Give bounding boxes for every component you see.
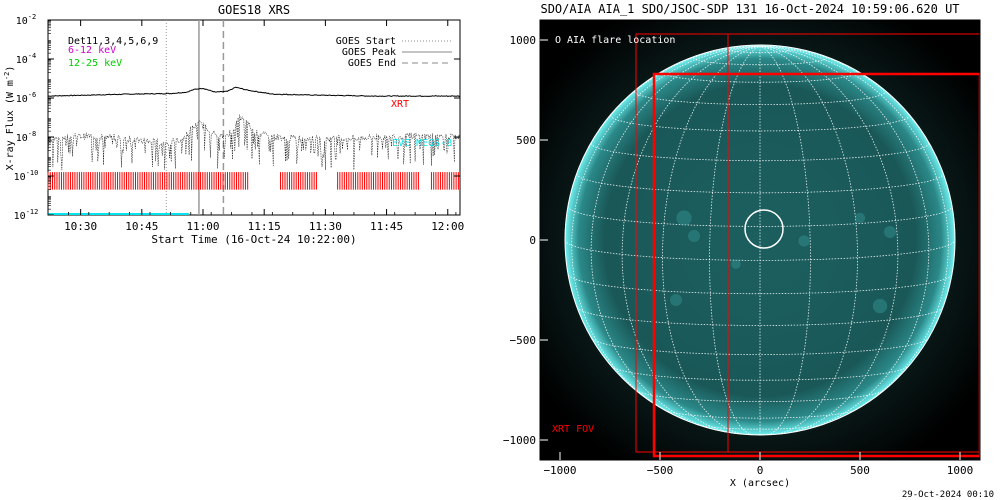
latitude-line [664,409,856,419]
aia-image-title: SDO/AIA AIA_1 SDO/JSOC-SDP 131 16-Oct-20… [540,2,959,16]
series-label-eve-megs-b: EVE MEGS-B [392,138,452,149]
active-region [676,210,692,226]
channel-label-6-12kev: 6-12 keV [68,45,116,56]
goes-y-tick-base: 10 [16,55,28,66]
goes-y-tick-exp: -12 [26,208,39,216]
goes-panel: GOES18 XRS 10:30 10:45 11:00 11:15 11:30 11:4… [3,3,464,246]
goes-x-tick-label: 11:15 [248,220,281,233]
legend-goes-peak-label: GOES Peak [342,47,396,58]
goes-y-tick-base: 10 [16,16,28,27]
longitude-line [621,45,761,435]
longitude-line [662,45,761,435]
long-channel-line [47,86,461,97]
goes-y-tick-label: 10-8 [16,130,36,144]
latitude-line [696,424,824,430]
latitude-line [567,206,953,227]
active-region [798,235,810,247]
footer-timestamp: 29-Oct-2024 00:10 [902,490,994,500]
channel-label-detectors: Det11,3,4,5,6,9 [68,36,158,47]
goes-y-axis-label-base: X-ray Flux (W m [5,80,16,170]
goes-x-tick-label: 10:45 [125,220,158,233]
flare-location-label: O AIA flare location [555,35,675,46]
goes-y-tick-base: 10 [16,133,28,144]
latitude-line [635,390,885,403]
goes-y-tick-exp: -4 [28,52,36,60]
latitude-line [567,274,953,295]
aia-x-tick-label: −1000 [543,464,576,477]
goes-x-tick-label: 11:30 [309,220,342,233]
goes-x-tick-label: 11:00 [186,220,219,233]
goes-axes: 10:30 10:45 11:00 11:15 11:30 11:45 12:0010-21… [14,13,465,233]
latitude-line [725,48,795,54]
active-region [854,212,866,224]
goes-y-tick-exp: -10 [26,169,39,177]
aia-x-axis-label: X (arcsec) [730,478,790,489]
channel-label-12-25kev: 12-25 keV [68,58,122,69]
goes-y-tick-label: 10-2 [16,13,36,27]
aia-axes: −1000 −500 0 500 1000 1000 500 0 −500 −1000 [503,34,973,477]
xrt-fov-box [652,72,980,458]
goes-y-tick-label: 10-12 [14,208,39,222]
xrt-fov-label: XRT FOV [552,424,594,435]
goes-legend: GOES Start GOES Peak GOES End [336,36,452,69]
aia-y-tick-label: −1000 [503,434,536,447]
aia-x-tick-label: −500 [647,464,674,477]
goes-x-tick-label: 10:30 [64,220,97,233]
goes-data-marks [47,20,461,215]
heliographic-grid [564,44,956,436]
legend-goes-end-label: GOES End [348,58,396,69]
longitude-line [571,45,761,420]
active-region [688,230,700,242]
goes-y-axis-label: X-ray Flux (W m-2) [3,66,16,171]
goes-y-tick-exp: -2 [28,13,36,21]
active-region [884,226,896,238]
longitude-line [759,45,858,435]
aia-y-tick-label: −500 [510,334,537,347]
goes-y-tick-base: 10 [14,172,26,183]
goes-y-tick-label: 10-10 [14,169,39,183]
flare-location-circle [744,209,784,249]
aia-y-tick-label: 1000 [510,34,537,47]
aia-x-tick-label: 0 [757,464,764,477]
active-region [670,294,682,306]
longitude-line [709,45,761,435]
goes-y-tick-label: 10-4 [16,52,36,66]
goes-y-tick-base: 10 [16,94,28,105]
solar-limb [564,44,956,436]
aia-panel: SDO/AIA AIA_1 SDO/JSOC-SDP 131 16-Oct-20… [503,2,981,489]
active-region [731,259,741,269]
xrt-fov-boxes [635,33,980,458]
goes-x-tick-label: 12:00 [431,220,464,233]
goes-y-tick-exp: -8 [28,130,36,138]
series-label-xrt: XRT [391,99,409,110]
short-channel-line [47,114,460,171]
longitude-line [759,45,949,420]
aia-x-tick-label: 1000 [947,464,974,477]
aia-x-tick-label: 500 [850,464,870,477]
goes-chart-title: GOES18 XRS [218,3,290,17]
latitude-line [610,115,910,132]
xrt-fov-box [727,33,980,453]
active-region [872,298,888,314]
latitude-line [591,338,929,355]
longitude-line [759,45,899,435]
goes-y-tick-exp: -6 [28,91,36,99]
goes-x-tick-label: 11:45 [370,220,403,233]
goes-x-axis-label: Start Time (16-Oct-24 10:22:00) [151,233,356,246]
goes-y-tick-label: 10-6 [16,91,36,105]
longitude-line [759,45,811,435]
goes-y-tick-base: 10 [14,211,26,222]
legend-goes-start-label: GOES Start [336,36,396,47]
goes-y-axis-label-sup: -2 [3,72,11,80]
aia-y-tick-label: 500 [516,134,536,147]
aia-y-tick-label: 0 [529,234,536,247]
goes-channel-labels: Det11,3,4,5,6,9 6-12 keV 12-25 keV [68,36,158,69]
goes-y-axis-label-close: ) [5,66,16,72]
